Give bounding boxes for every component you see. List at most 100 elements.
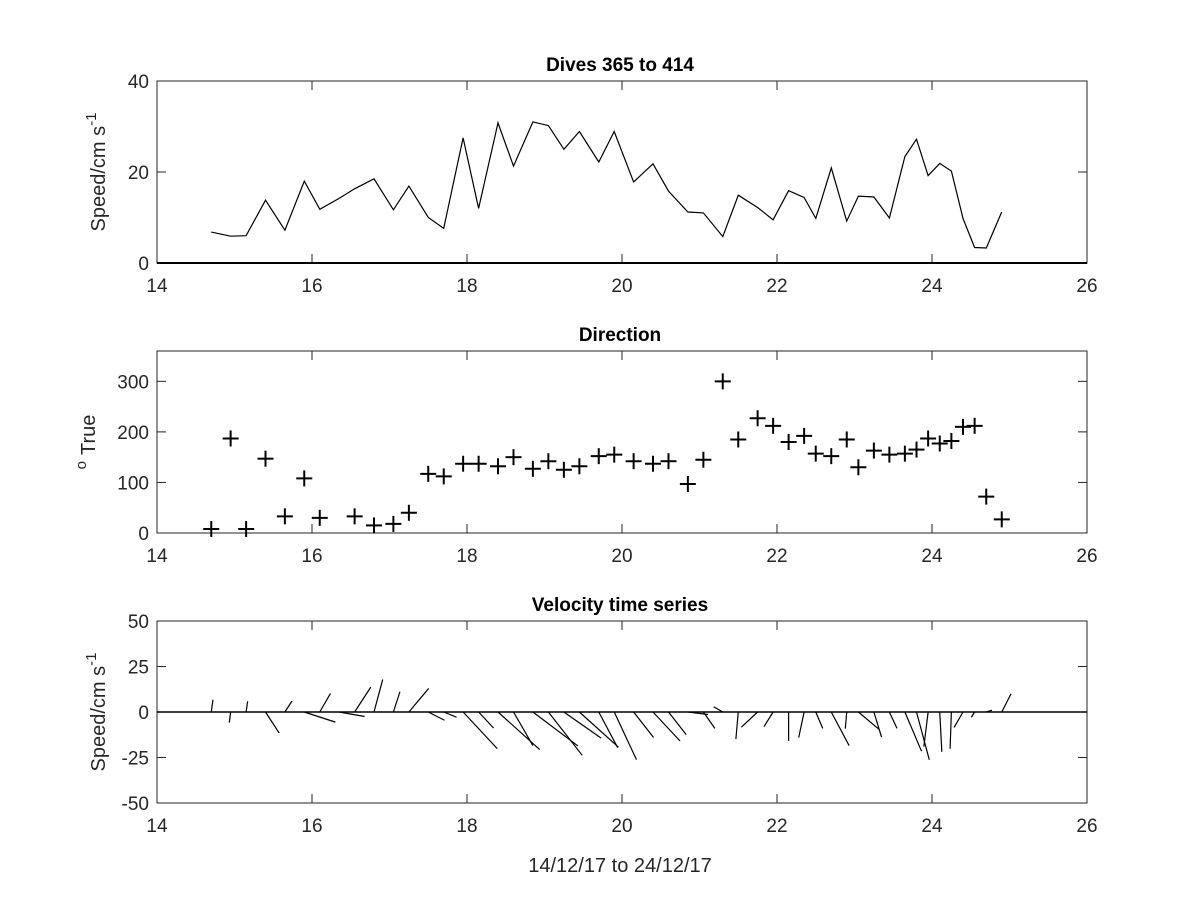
direction-point	[695, 451, 712, 468]
velocity-stick	[497, 711, 541, 750]
direction-point	[796, 427, 813, 444]
velocity-stick	[735, 711, 739, 740]
direction-point	[590, 448, 607, 465]
direction-point	[540, 453, 557, 470]
velocity-stick	[763, 711, 774, 727]
direction-point	[865, 442, 882, 459]
velocity-stick	[652, 711, 681, 742]
direction-point	[978, 488, 995, 505]
direction-point	[993, 511, 1010, 528]
velocity-stick	[740, 711, 759, 728]
velocity-stick	[319, 693, 332, 713]
velocity-y-tick-label: -25	[122, 749, 149, 770]
direction-point	[455, 455, 472, 472]
velocity-stick	[264, 711, 280, 734]
speed-panel-title: Dives 365 to 414	[546, 55, 694, 76]
direction-x-tick-label: 26	[1076, 546, 1097, 567]
direction-point	[749, 410, 766, 427]
direction-point	[385, 515, 402, 532]
direction-point	[490, 458, 506, 475]
direction-point	[850, 459, 867, 476]
velocity-stick	[228, 711, 232, 723]
direction-point	[470, 455, 487, 472]
speed-y-tick-label: 40	[128, 72, 149, 93]
velocity-stick	[815, 711, 824, 729]
velocity-panel-title: Velocity time series	[532, 595, 708, 616]
direction-point	[296, 470, 313, 487]
velocity-stick	[462, 711, 498, 750]
velocity-marks	[157, 679, 1087, 760]
direction-x-tick-label: 14	[146, 546, 168, 567]
direction-point	[571, 458, 588, 475]
direction-point	[400, 504, 417, 521]
direction-point	[366, 517, 382, 534]
direction-point	[420, 465, 437, 482]
speed-series-line	[211, 120, 1003, 249]
velocity-stick	[904, 711, 923, 752]
velocity-panel: Velocity time series -50 -25 0 25 50 14 16 18 2…	[83, 595, 1098, 877]
direction-x-tick-label: 18	[456, 546, 477, 567]
velocity-stick	[373, 679, 384, 713]
direction-point	[645, 455, 661, 472]
direction-y-tick-label: 200	[117, 423, 149, 444]
direction-y-ticks: 0 100 200 300	[117, 372, 1087, 545]
velocity-stick	[210, 699, 214, 713]
velocity-y-tick-label: 25	[128, 658, 149, 679]
direction-point	[238, 520, 255, 537]
direction-point	[730, 431, 747, 448]
velocity-stick	[873, 711, 883, 738]
velocity-x-tick-label: 16	[301, 816, 322, 837]
velocity-x-ticks: 14 16 18 20 22 24 26	[146, 621, 1098, 837]
direction-marks	[203, 373, 1010, 537]
direction-point	[714, 373, 731, 390]
velocity-stick	[830, 711, 850, 746]
direction-x-tick-label: 20	[611, 546, 632, 567]
velocity-stick	[844, 711, 848, 729]
direction-point	[931, 435, 948, 452]
speed-x-tick-label: 18	[456, 276, 477, 297]
velocity-stick	[578, 711, 619, 748]
speed-x-ticks: 14 16 18 20 22 24 26	[146, 81, 1098, 297]
speed-x-tick-label: 20	[611, 276, 632, 297]
direction-y-tick-label: 300	[117, 372, 149, 393]
velocity-y-tick-label: -50	[122, 794, 149, 815]
direction-point	[765, 417, 782, 434]
direction-point	[838, 431, 855, 448]
velocity-stick	[702, 711, 716, 729]
direction-point	[625, 453, 642, 470]
direction-point	[943, 432, 960, 449]
direction-panel-title: Direction	[579, 325, 661, 346]
direction-panel: Direction 0 100 200 300 14 16 18 20 22 24 26 oTru…	[73, 325, 1098, 567]
velocity-stick	[478, 711, 494, 729]
direction-point	[955, 418, 971, 435]
velocity-stick	[798, 711, 805, 738]
velocity-stick	[713, 706, 724, 713]
velocity-stick	[598, 711, 619, 748]
velocity-stick	[408, 688, 430, 713]
direction-point	[881, 446, 898, 463]
direction-point	[896, 445, 913, 462]
direction-point	[276, 508, 293, 525]
speed-x-tick-label: 16	[301, 276, 322, 297]
direction-x-tick-label: 22	[766, 546, 787, 567]
velocity-stick	[939, 711, 943, 752]
speed-x-tick-label: 22	[766, 276, 787, 297]
speed-y-ticks: 0 20 40	[128, 72, 1087, 275]
velocity-y-axis-label: Speed/cm s-1	[83, 653, 110, 772]
direction-point	[660, 453, 677, 470]
velocity-stick	[354, 686, 372, 713]
speed-panel: Dives 365 to 414 0 20 40 14 16 18 20 22 24 26 Sp…	[83, 55, 1098, 297]
velocity-stick	[949, 711, 952, 749]
velocity-x-tick-label: 24	[921, 816, 943, 837]
speed-y-axis-label: Speed/cm s-1	[83, 113, 110, 232]
direction-point	[807, 445, 824, 462]
direction-x-ticks: 14 16 18 20 22 24 26	[146, 351, 1098, 567]
direction-point	[222, 430, 239, 447]
velocity-stick	[668, 711, 687, 736]
velocity-stick	[953, 711, 964, 728]
velocity-y-tick-label: 50	[128, 612, 149, 633]
velocity-stick	[427, 711, 445, 721]
direction-point	[966, 417, 983, 434]
direction-point	[524, 460, 541, 477]
